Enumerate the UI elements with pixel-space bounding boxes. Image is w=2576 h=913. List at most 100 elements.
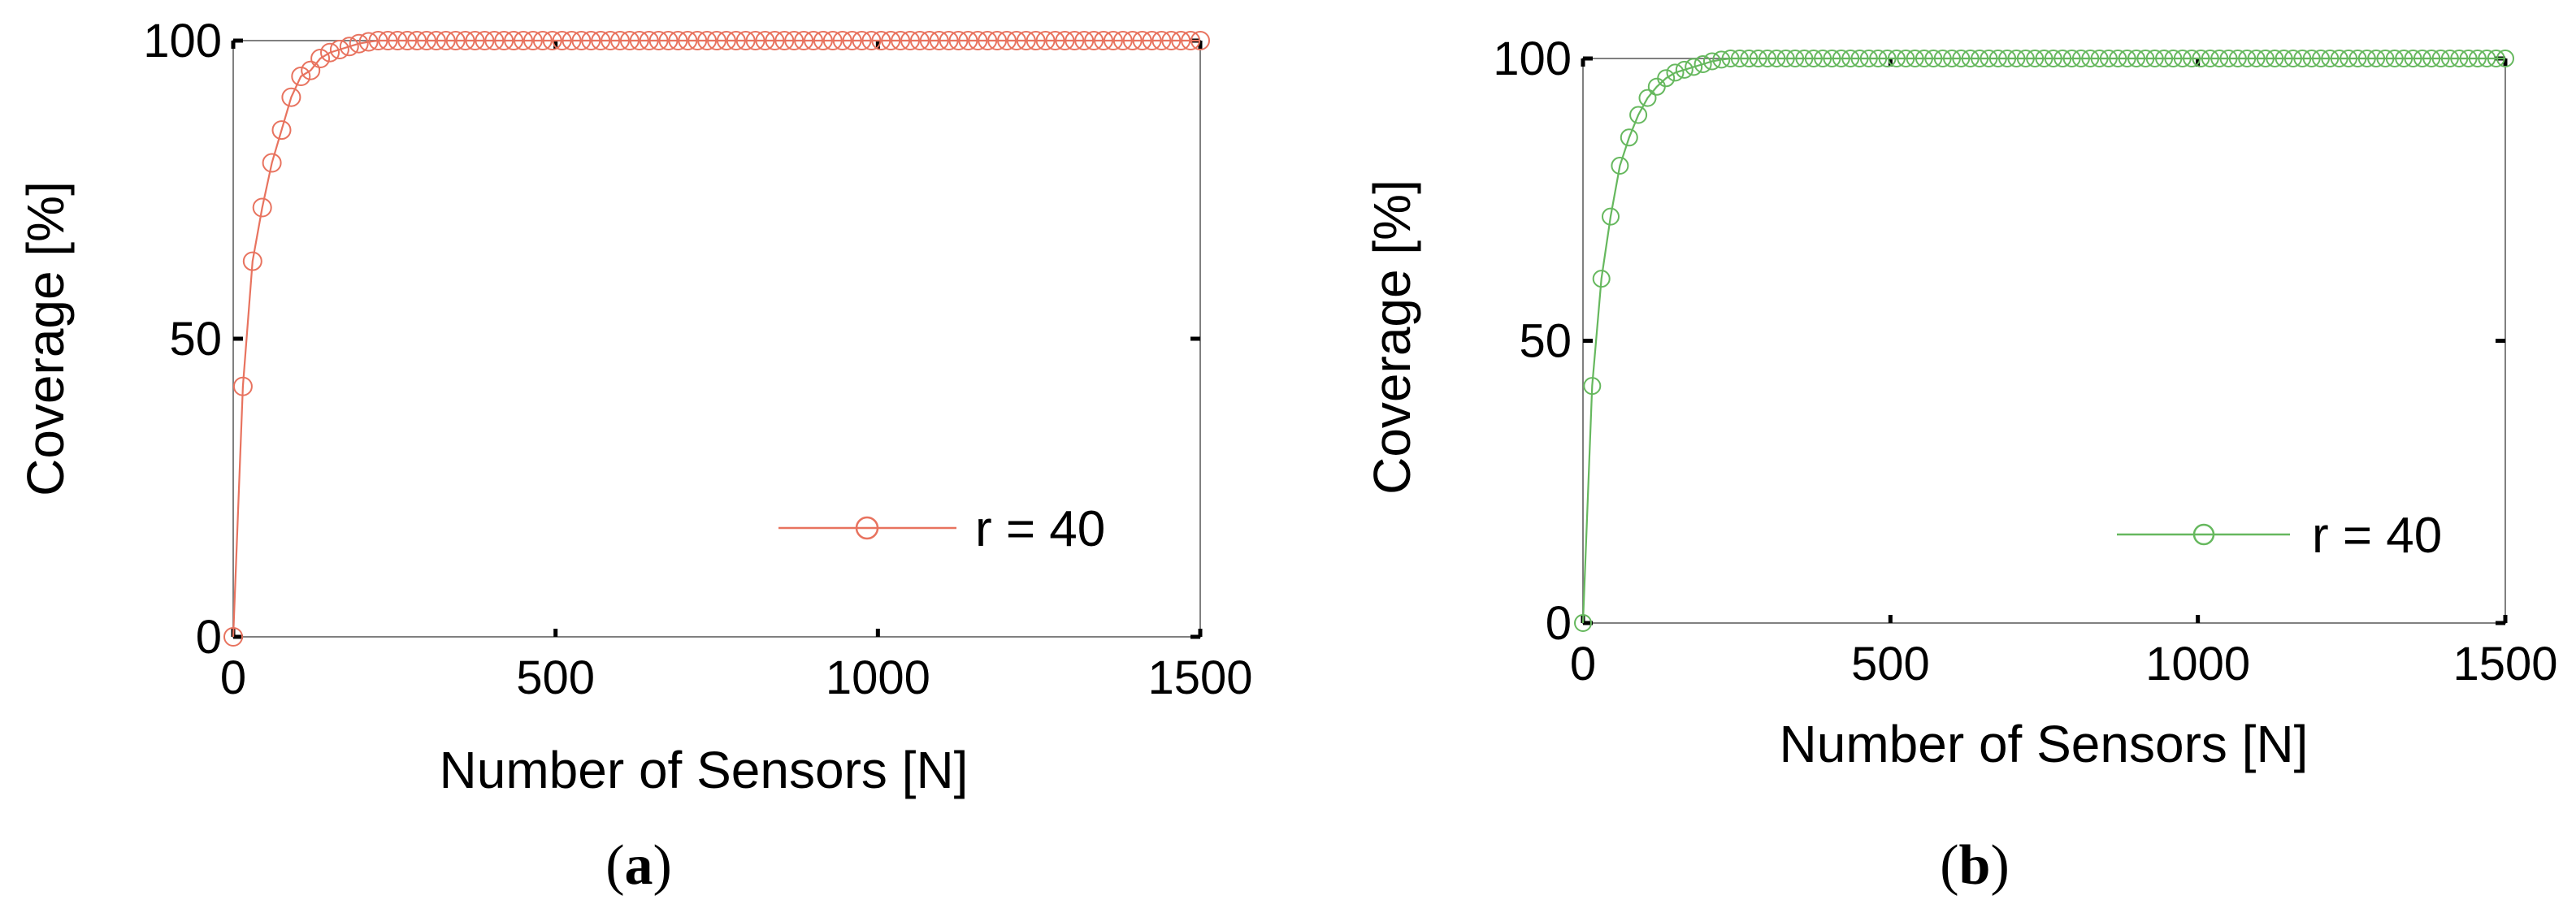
data-point [755, 31, 775, 50]
data-point [2321, 50, 2340, 67]
data-point [2357, 50, 2376, 67]
data-point [2228, 50, 2247, 67]
data-point [774, 31, 795, 50]
panel-label-b: (b) [1940, 834, 2010, 897]
data-point [1924, 50, 1943, 67]
data-point [2145, 50, 2164, 67]
data-point [1823, 50, 1841, 67]
data-point [310, 49, 331, 68]
legend-marker-b [2192, 523, 2215, 546]
series-group-a [223, 31, 1210, 647]
data-point [1065, 31, 1085, 50]
data-point [242, 251, 262, 271]
data-point [1850, 50, 1869, 67]
data-point [2422, 50, 2441, 67]
chart-panel-b: Coverage [%] Number of Sensors [N] (b) 0… [1363, 32, 2558, 897]
y-tick-label: 100 [143, 15, 222, 67]
data-point [2385, 50, 2404, 67]
data-point [1161, 31, 1182, 50]
data-point [475, 31, 495, 50]
data-point [523, 31, 543, 50]
data-point [678, 31, 698, 50]
data-point [1675, 60, 1693, 79]
x-tick-label: 1500 [1147, 651, 1252, 704]
data-point [252, 197, 272, 218]
data-point [2201, 50, 2219, 67]
data-point [494, 31, 514, 50]
data-point [1611, 157, 1629, 175]
data-point [929, 31, 949, 50]
data-point [687, 31, 708, 50]
data-point [1749, 50, 1767, 67]
data-point [436, 31, 456, 50]
data-point [978, 31, 998, 50]
data-point [562, 31, 582, 50]
data-point [804, 31, 823, 50]
data-point [378, 31, 398, 50]
data-point [2450, 50, 2469, 67]
data-point [1602, 207, 1620, 226]
panel-label-a: (a) [605, 834, 672, 897]
y-tick-label: 50 [169, 313, 222, 366]
data-point [948, 31, 969, 50]
data-point [1878, 50, 1897, 67]
data-point [2395, 50, 2413, 67]
data-point [2026, 50, 2045, 67]
data-point [281, 87, 301, 107]
data-point [822, 31, 843, 50]
data-point [2487, 50, 2505, 67]
axis-ticks-b: 0 500 1000 1500 0 50 100 [1493, 32, 2557, 690]
data-point [2459, 50, 2478, 67]
data-point [514, 31, 533, 50]
data-point [1084, 31, 1104, 50]
data-point [1190, 31, 1210, 50]
data-point [610, 31, 630, 50]
data-point [2173, 50, 2192, 67]
data-point [320, 42, 340, 63]
series-group-b [1574, 50, 2514, 632]
data-point [745, 31, 765, 50]
data-point [919, 31, 939, 50]
data-point [1971, 50, 1989, 67]
data-point [832, 31, 852, 50]
data-point [1943, 50, 1961, 67]
data-point [1998, 50, 2017, 67]
data-point [697, 31, 718, 50]
data-point [2468, 50, 2487, 67]
data-point [881, 31, 901, 50]
data-point [1814, 50, 1832, 67]
data-point [407, 31, 427, 50]
axis-ticks-a: 0 500 1000 1500 0 50 100 [143, 15, 1252, 704]
data-point [2367, 50, 2386, 67]
data-point [358, 32, 379, 52]
data-point [2127, 50, 2145, 67]
data-point [2312, 50, 2330, 67]
data-point [2348, 50, 2367, 67]
data-point [2302, 50, 2321, 67]
data-point [871, 31, 891, 50]
data-point [445, 31, 466, 50]
data-point [726, 31, 746, 50]
data-point [735, 31, 756, 50]
data-point [813, 31, 833, 50]
data-point [1915, 50, 1933, 67]
data-point [1666, 63, 1685, 82]
data-point [842, 31, 862, 50]
data-point [2109, 50, 2127, 67]
data-point [1171, 31, 1191, 50]
data-point [2238, 50, 2257, 67]
data-point [668, 31, 688, 50]
data-point [262, 153, 282, 173]
data-point [1074, 31, 1095, 50]
data-point [2266, 50, 2284, 67]
data-point [1181, 31, 1201, 50]
data-point [1730, 50, 1749, 67]
data-point [591, 31, 611, 50]
data-point [997, 31, 1017, 50]
legend-a: r = 40 [778, 501, 1105, 557]
data-point [1103, 31, 1123, 50]
data-point [2340, 50, 2358, 67]
data-point [1804, 50, 1823, 67]
data-point [852, 31, 872, 50]
